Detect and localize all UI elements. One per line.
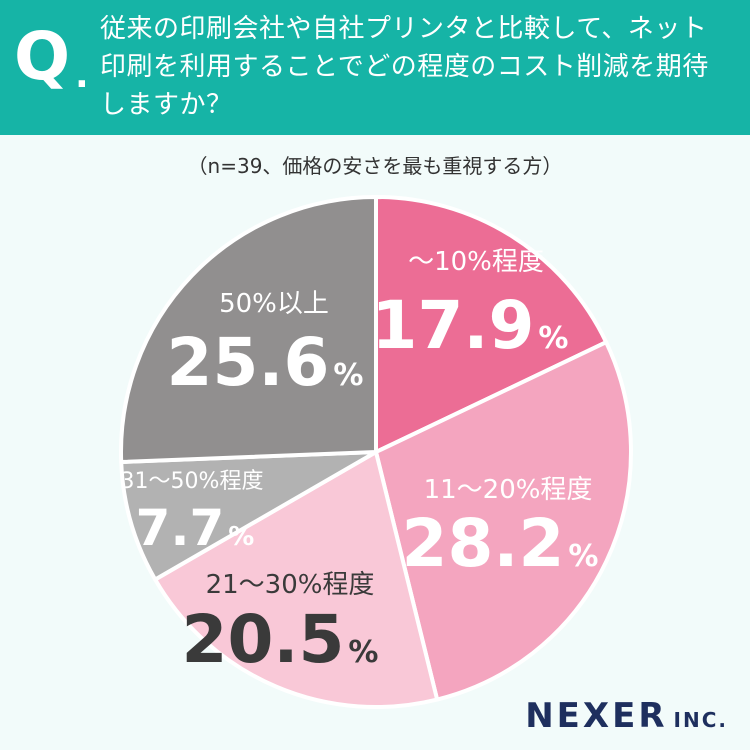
- pie-slice: [119, 450, 378, 582]
- slice-label: 21〜30%程度: [206, 570, 375, 600]
- slice-value: 7.7%: [136, 499, 255, 557]
- question-text: 従来の印刷会社や自社プリンタと比較して、ネット 印刷を利用することでどの程度のコ…: [100, 10, 740, 124]
- slice-value: 28.2%: [402, 505, 599, 582]
- logo-main: NEXER: [525, 696, 668, 736]
- question-line: 従来の印刷会社や自社プリンタと比較して、ネット: [100, 14, 708, 44]
- q-mark: Q: [14, 18, 71, 95]
- pie-slice: [374, 195, 609, 454]
- slice-label: 11〜20%程度: [424, 475, 593, 505]
- sample-note: （n=39、価格の安さを最も重視する方）: [187, 154, 563, 178]
- slice-label: 31〜50%程度: [121, 469, 264, 494]
- logo-sub: INC.: [673, 708, 728, 732]
- question-line: 印刷を利用することでどの程度のコスト削減を期待: [100, 52, 709, 82]
- slice-value: 25.6%: [167, 324, 364, 401]
- pie-slice: [153, 450, 440, 709]
- slice-value: 20.5%: [182, 601, 379, 678]
- slice-label: 〜10%程度: [408, 247, 544, 277]
- pie-slice: [119, 195, 378, 465]
- nexer-logo: NEXER INC.: [525, 696, 728, 736]
- question-line: しますか？: [100, 90, 233, 120]
- question-header: Q . 従来の印刷会社や自社プリンタと比較して、ネット 印刷を利用することでどの…: [0, 0, 750, 135]
- slice-value: 17.9%: [372, 287, 569, 364]
- pie-slice: [374, 340, 633, 702]
- q-dot: .: [75, 55, 89, 96]
- slice-label: 50%以上: [219, 289, 329, 319]
